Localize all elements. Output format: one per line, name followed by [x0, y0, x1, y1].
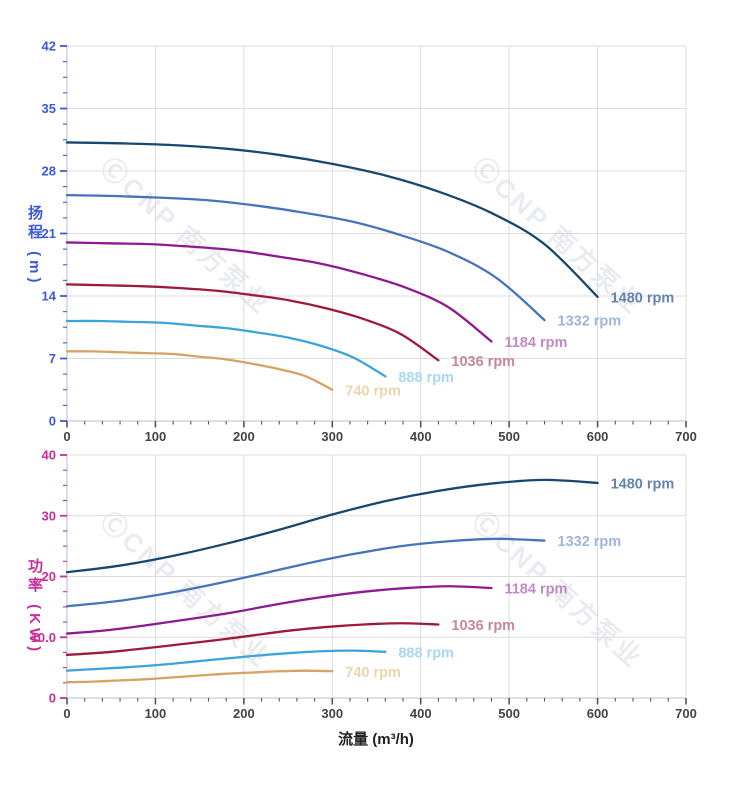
curve-1036-rpm — [65, 283, 440, 362]
x-tick-label: 200 — [233, 706, 255, 721]
y-tick-label: 21 — [42, 226, 56, 241]
curve-label-1480-rpm: 1480 rpm — [611, 290, 675, 306]
y-tick-label: 14 — [42, 289, 57, 304]
x-axis-ticks — [66, 421, 687, 428]
x-axis-ticks — [66, 698, 687, 705]
curve-label-888-rpm: 888 rpm — [398, 370, 454, 386]
y-tick-label: 42 — [42, 39, 56, 54]
head-axis-title: 扬程 (m) — [26, 205, 43, 287]
x-tick-label: 100 — [145, 706, 167, 721]
y-tick-label: 40 — [42, 448, 56, 463]
curve-label-1332-rpm: 1332 rpm — [558, 534, 622, 550]
x-tick-label: 500 — [498, 429, 520, 444]
y-tick-label: 20 — [42, 569, 56, 584]
x-tick-label: 500 — [498, 706, 520, 721]
x-tick-label: 700 — [675, 429, 697, 444]
curve-1036-rpm — [65, 622, 440, 657]
x-tick-label: 300 — [321, 429, 343, 444]
y-tick-label: 7 — [49, 351, 56, 366]
curve-1184-rpm — [65, 241, 493, 343]
x-tick-label: 100 — [145, 429, 167, 444]
curve-1480-rpm — [65, 478, 599, 574]
x-tick-label: 300 — [321, 706, 343, 721]
curve-label-1332-rpm: 1332 rpm — [558, 314, 622, 330]
x-tick-label: 400 — [410, 706, 432, 721]
gridlines — [67, 454, 687, 698]
x-tick-label: 600 — [587, 706, 609, 721]
x-tick-label: 700 — [675, 706, 697, 721]
curve-label-1036-rpm: 1036 rpm — [451, 618, 515, 634]
y-tick-label: 0 — [49, 691, 56, 706]
curve-label-740-rpm: 740 rpm — [345, 383, 401, 399]
curve-1480-rpm — [65, 141, 599, 299]
x-tick-label: 400 — [410, 429, 432, 444]
y-tick-label: 35 — [42, 101, 56, 116]
x-tick-label: 200 — [233, 429, 255, 444]
y-axis-ticks — [60, 45, 67, 422]
x-tick-label: 0 — [63, 706, 70, 721]
curve-label-1480-rpm: 1480 rpm — [611, 476, 675, 492]
curve-label-1036-rpm: 1036 rpm — [451, 354, 515, 370]
x-tick-label: 0 — [63, 429, 70, 444]
curve-1184-rpm — [65, 585, 493, 635]
gridlines — [67, 45, 687, 421]
power-axis-title: 功率 (KW) — [26, 558, 43, 656]
curve-888-rpm — [65, 319, 387, 378]
curve-label-1184-rpm: 1184 rpm — [504, 582, 567, 598]
y-axis-ticks — [60, 454, 67, 699]
x-tick-label: 600 — [587, 429, 609, 444]
y-tick-label: 0 — [49, 414, 56, 429]
y-tick-label: 30 — [42, 508, 56, 523]
head-vs-flow-chart: 0 7 14 21 28 35 42 0 100 200 300 400 500 600 700 1480 r… — [42, 39, 697, 445]
curve-1332-rpm — [65, 537, 546, 608]
y-tick-label: 28 — [42, 164, 56, 179]
curve-label-740-rpm: 740 rpm — [345, 665, 401, 681]
flow-axis-title: 流量 (m³/h) — [338, 731, 414, 748]
curve-740-rpm — [65, 669, 334, 684]
y-tick-label: 10.0 — [31, 630, 56, 645]
curve-740-rpm — [65, 350, 334, 391]
curve-888-rpm — [65, 649, 387, 672]
curve-label-888-rpm: 888 rpm — [398, 645, 454, 661]
curve-label-1184-rpm: 1184 rpm — [504, 335, 567, 351]
curve-1332-rpm — [65, 193, 546, 322]
